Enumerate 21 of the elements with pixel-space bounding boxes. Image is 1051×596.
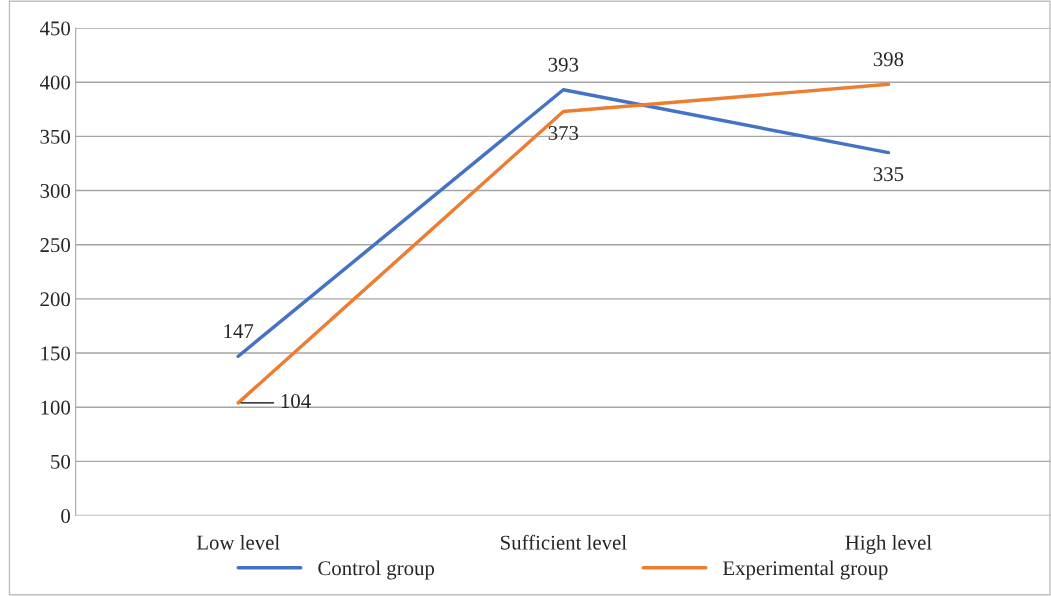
y-tick-label: 350 bbox=[40, 129, 71, 144]
y-tick-label: 100 bbox=[41, 400, 71, 415]
y-tick-label: 400 bbox=[39, 75, 71, 90]
x-tick-label: Sufficient level bbox=[500, 534, 627, 550]
y-tick-label: 150 bbox=[41, 346, 71, 361]
legend-label: Experimental group bbox=[722, 560, 888, 580]
y-tick-label: 300 bbox=[40, 183, 71, 198]
data-label: 373 bbox=[548, 125, 579, 140]
y-tick-label: 0 bbox=[61, 508, 71, 523]
y-tick-label: 200 bbox=[40, 292, 71, 307]
data-label: 398 bbox=[873, 52, 904, 67]
y-tick-label: 450 bbox=[39, 21, 71, 36]
data-label: 335 bbox=[873, 167, 904, 182]
data-label: 393 bbox=[548, 57, 579, 72]
x-tick-label: Low level bbox=[196, 534, 280, 550]
y-tick-label: 250 bbox=[40, 238, 71, 253]
legend-label: Control group bbox=[318, 560, 435, 580]
x-tick-label: High level bbox=[845, 534, 932, 554]
y-tick-label: 50 bbox=[51, 454, 71, 469]
data-label: 104 bbox=[281, 394, 311, 409]
data-label: 147 bbox=[224, 324, 254, 338]
